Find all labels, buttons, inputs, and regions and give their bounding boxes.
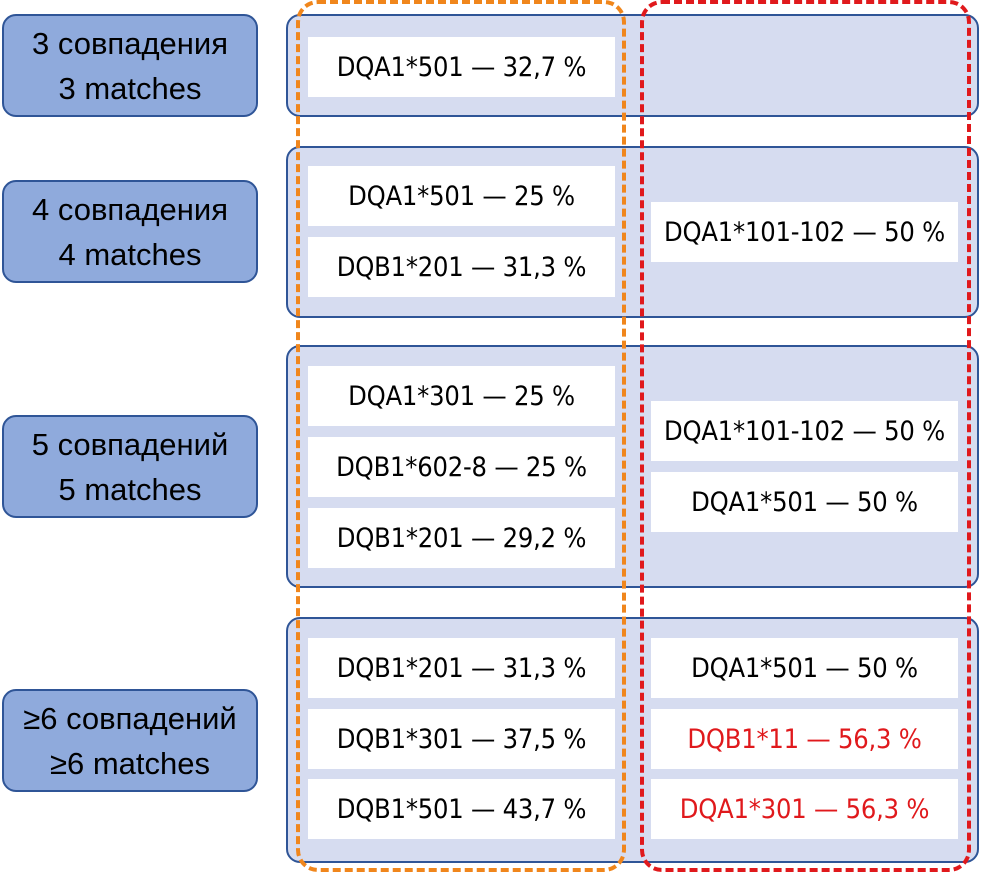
row-label-ru: 5 совпадений bbox=[31, 426, 229, 462]
allele-cell: DQA1*501 — 50 % bbox=[651, 638, 958, 698]
allele-cell-highlighted: DQB1*11 — 56,3 % bbox=[651, 709, 958, 769]
row-label-6-plus-matches: ≥6 совпадений ≥6 matches bbox=[2, 689, 258, 792]
row-label-en: 4 matches bbox=[58, 236, 202, 272]
row-label-3-matches: 3 совпадения 3 matches bbox=[2, 14, 258, 117]
allele-cell: DQA1*501 — 32,7 % bbox=[308, 37, 615, 97]
allele-cell-highlighted: DQA1*301 — 56,3 % bbox=[651, 779, 958, 839]
allele-cell: DQA1*501 — 25 % bbox=[308, 166, 615, 226]
allele-cell: DQB1*201 — 31,3 % bbox=[308, 638, 615, 698]
row-label-ru: 3 совпадения bbox=[32, 25, 228, 61]
row-label-en: 5 matches bbox=[58, 471, 202, 507]
allele-cell: DQA1*101-102 — 50 % bbox=[651, 401, 958, 461]
allele-cell: DQB1*301 — 37,5 % bbox=[308, 709, 615, 769]
allele-cell: DQA1*101-102 — 50 % bbox=[651, 202, 958, 262]
allele-cell: DQB1*201 — 29,2 % bbox=[308, 508, 615, 568]
row-label-4-matches: 4 совпадения 4 matches bbox=[2, 180, 258, 283]
allele-cell: DQA1*501 — 50 % bbox=[651, 472, 958, 532]
row-label-en: ≥6 matches bbox=[49, 745, 211, 781]
row-label-ru: ≥6 совпадений bbox=[23, 700, 237, 736]
row-label-ru: 4 совпадения bbox=[32, 191, 228, 227]
row-label-5-matches: 5 совпадений 5 matches bbox=[2, 415, 258, 518]
allele-cell: DQA1*301 — 25 % bbox=[308, 366, 615, 426]
row-label-en: 3 matches bbox=[58, 70, 202, 106]
allele-cell: DQB1*201 — 31,3 % bbox=[308, 237, 615, 297]
allele-cell: DQB1*602-8 — 25 % bbox=[308, 437, 615, 497]
allele-cell: DQB1*501 — 43,7 % bbox=[308, 779, 615, 839]
